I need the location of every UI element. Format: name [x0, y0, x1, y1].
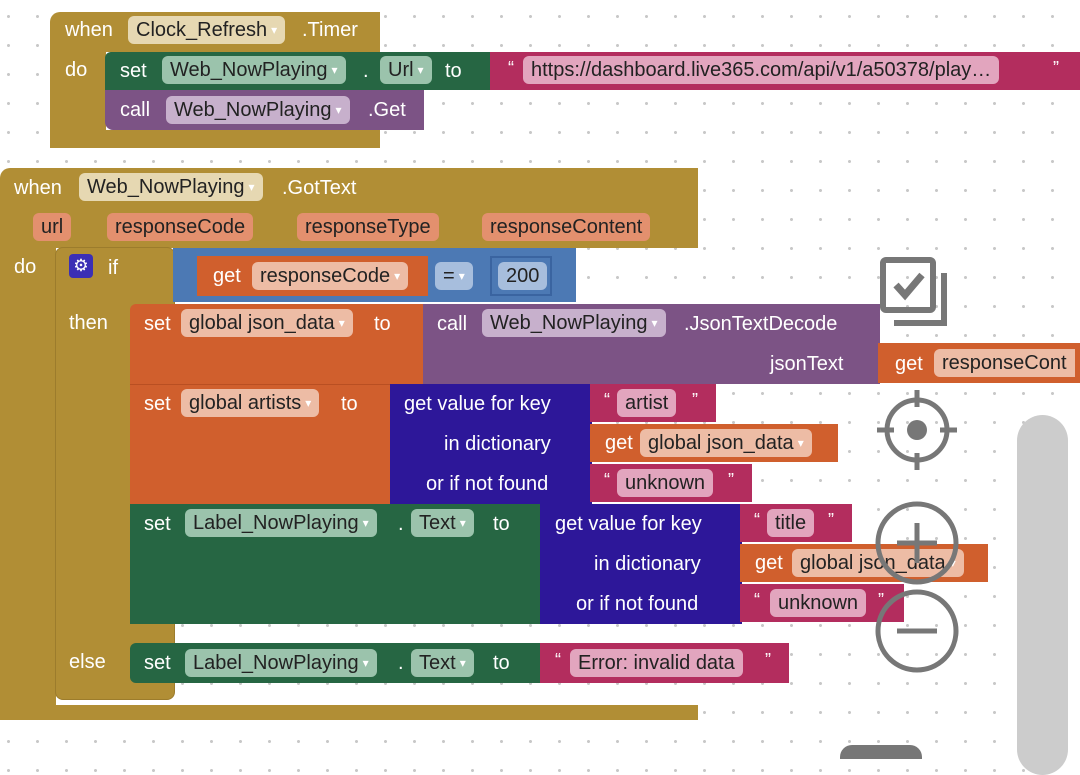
gear-icon[interactable]: ⚙ — [69, 254, 93, 278]
property-dropdown[interactable]: Text ▾ — [411, 649, 474, 677]
variable-dropdown[interactable]: global json_data ▾ — [181, 309, 353, 337]
variable-dropdown[interactable]: responseCode ▾ — [252, 262, 409, 290]
param-responsecode[interactable]: responseCode — [107, 213, 254, 241]
text-field[interactable]: Error: invalid data — [570, 649, 743, 677]
set-label: set — [144, 513, 171, 535]
variable-dropdown[interactable]: responseCont — [934, 349, 1075, 377]
set-label: set — [144, 313, 171, 335]
not-found-label: or if not found — [576, 593, 699, 615]
set-label: set — [120, 60, 147, 82]
component-dropdown[interactable]: Web_NowPlaying ▾ — [162, 56, 346, 84]
zoom-out-icon[interactable] — [872, 586, 962, 676]
get-label: get — [213, 265, 241, 287]
text-field[interactable]: unknown — [770, 589, 867, 617]
if-label: if — [108, 257, 118, 279]
dot-label: . — [398, 652, 404, 674]
get-label: get — [605, 432, 633, 454]
property-dropdown[interactable]: Text ▾ — [411, 509, 474, 537]
get-label: get — [755, 552, 783, 574]
quote-open: “ — [604, 390, 610, 410]
quote-close: ” — [728, 470, 734, 490]
component-dropdown[interactable]: Clock_Refresh ▾ — [128, 16, 286, 44]
trash-icon[interactable] — [840, 745, 922, 759]
event-name: .Timer — [302, 19, 358, 41]
then-label: then — [69, 312, 108, 334]
jsontext-label: jsonText — [770, 353, 844, 375]
variable-dropdown[interactable]: global json_data ▾ — [640, 429, 812, 457]
get-label: get — [895, 353, 923, 375]
event-bottom — [0, 705, 698, 720]
quote-open: “ — [508, 58, 514, 78]
text-field[interactable]: artist — [617, 389, 677, 417]
set-label: set — [144, 393, 171, 415]
quote-close: ” — [765, 650, 771, 670]
call-label: call — [437, 313, 468, 335]
set-label: set — [144, 652, 171, 674]
text-field[interactable]: unknown — [617, 469, 714, 497]
dictionary-lookup-block[interactable] — [540, 504, 742, 624]
component-dropdown[interactable]: Web_NowPlaying ▾ — [482, 309, 666, 337]
dictionary-lookup-block[interactable] — [390, 384, 592, 504]
to-label: to — [493, 513, 510, 535]
else-label: else — [69, 651, 106, 673]
quote-close: ” — [692, 390, 698, 410]
dot-label: . — [398, 513, 404, 535]
component-dropdown[interactable]: Label_NowPlaying ▾ — [185, 509, 377, 537]
quote-open: “ — [604, 470, 610, 490]
component-dropdown[interactable]: Label_NowPlaying ▾ — [185, 649, 377, 677]
quote-open: “ — [555, 650, 561, 670]
dot-label: . — [363, 60, 369, 82]
lookup-label: get value for key — [404, 393, 551, 415]
quote-open: “ — [754, 510, 760, 530]
quote-close: ” — [828, 510, 834, 530]
to-label: to — [341, 393, 358, 415]
component-dropdown[interactable]: Web_NowPlaying ▾ — [166, 96, 350, 124]
number-field[interactable]: 200 — [498, 262, 548, 290]
method-label: .JsonTextDecode — [684, 313, 838, 335]
when-label: when — [65, 19, 113, 41]
property-dropdown[interactable]: Url ▾ — [380, 56, 432, 84]
to-label: to — [493, 652, 510, 674]
quote-open: “ — [754, 590, 760, 610]
method-label: .Get — [368, 99, 406, 121]
operator-dropdown[interactable]: = ▾ — [435, 262, 473, 290]
to-label: to — [445, 60, 462, 82]
checkbox-icon[interactable] — [878, 255, 956, 330]
lookup-label: get value for key — [555, 513, 702, 535]
to-label: to — [374, 313, 391, 335]
call-label: call — [120, 99, 151, 121]
event-bottom — [50, 130, 380, 148]
event-arm — [0, 240, 56, 720]
url-text-field[interactable]: https://dashboard.live365.com/api/v1/a50… — [523, 56, 1000, 84]
param-url[interactable]: url — [33, 213, 72, 241]
in-dictionary-label: in dictionary — [444, 433, 551, 455]
do-label: do — [14, 256, 37, 278]
text-field[interactable]: title — [767, 509, 815, 537]
variable-dropdown[interactable]: global artists ▾ — [181, 389, 320, 417]
quote-close: ” — [878, 590, 884, 610]
param-responsetype[interactable]: responseType — [297, 213, 439, 241]
when-label: when — [14, 177, 62, 199]
component-dropdown[interactable]: Web_NowPlaying ▾ — [79, 173, 263, 201]
vertical-scrollbar[interactable] — [1017, 415, 1068, 775]
in-dictionary-label: in dictionary — [594, 553, 701, 575]
quote-close: ” — [1053, 58, 1059, 78]
not-found-label: or if not found — [426, 473, 549, 495]
zoom-in-icon[interactable] — [872, 498, 962, 588]
recenter-icon[interactable] — [874, 387, 960, 473]
event-name: .GotText — [282, 177, 357, 199]
do-label: do — [65, 59, 88, 81]
param-responsecontent[interactable]: responseContent — [482, 213, 651, 241]
